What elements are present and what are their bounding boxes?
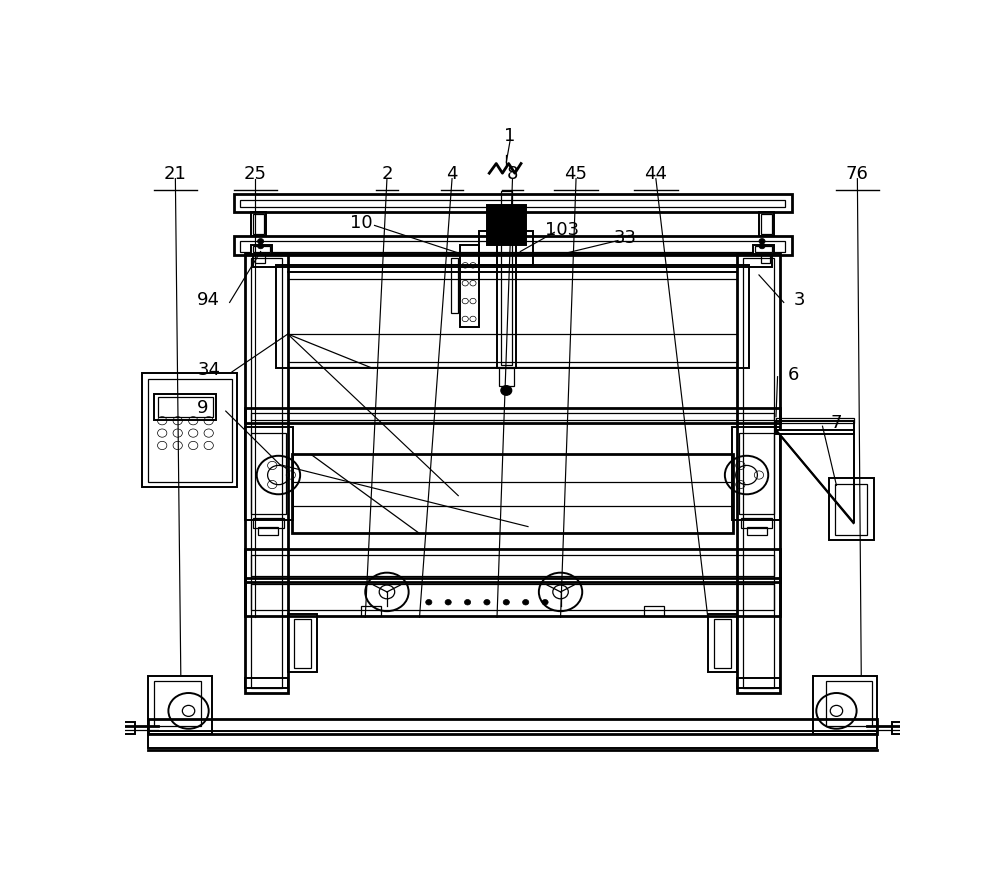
Bar <box>253 518 284 528</box>
Text: 9: 9 <box>197 399 208 417</box>
Text: 33: 33 <box>613 229 636 246</box>
Bar <box>776 421 854 434</box>
Bar <box>255 255 264 263</box>
Circle shape <box>445 599 451 605</box>
Text: 76: 76 <box>846 165 869 183</box>
Text: 1: 1 <box>504 127 516 145</box>
Bar <box>258 527 278 535</box>
Bar <box>450 258 458 313</box>
Bar <box>292 455 733 533</box>
Bar <box>739 433 774 514</box>
Bar <box>121 722 135 734</box>
Circle shape <box>464 599 471 605</box>
Bar <box>251 584 774 611</box>
Bar <box>835 484 867 535</box>
Text: 3: 3 <box>794 291 805 309</box>
Text: 21: 21 <box>164 165 187 183</box>
Bar <box>148 379 232 482</box>
Bar <box>737 253 780 693</box>
Bar <box>487 204 526 245</box>
Bar <box>499 369 514 386</box>
Bar <box>251 212 266 236</box>
Bar <box>460 245 479 327</box>
Bar <box>253 255 772 267</box>
Text: 25: 25 <box>244 165 267 183</box>
Bar <box>761 255 770 263</box>
Bar <box>759 212 774 236</box>
Bar <box>714 620 731 668</box>
Bar <box>148 676 212 734</box>
Circle shape <box>484 599 490 605</box>
Circle shape <box>542 599 548 605</box>
Bar <box>240 241 785 252</box>
Bar <box>245 408 780 423</box>
Bar <box>158 396 213 417</box>
Bar <box>708 613 737 672</box>
Bar <box>142 373 237 487</box>
Bar <box>245 678 288 689</box>
Bar <box>154 681 201 726</box>
Bar <box>240 200 785 207</box>
Bar <box>737 678 780 689</box>
Circle shape <box>759 238 765 244</box>
Bar <box>892 722 906 734</box>
Text: 103: 103 <box>545 221 579 238</box>
Bar <box>479 231 533 265</box>
Circle shape <box>258 243 264 249</box>
Bar <box>644 605 664 616</box>
Circle shape <box>759 243 765 249</box>
Bar <box>253 214 264 234</box>
Polygon shape <box>776 430 854 523</box>
Bar <box>245 427 293 520</box>
Text: 2: 2 <box>381 165 393 183</box>
Bar <box>747 527 767 535</box>
Bar <box>245 548 780 581</box>
Bar <box>253 246 270 252</box>
Bar <box>251 555 774 576</box>
Bar <box>245 253 288 693</box>
Text: 34: 34 <box>197 361 220 379</box>
Circle shape <box>503 599 509 605</box>
Bar <box>245 578 780 616</box>
Bar <box>829 479 874 540</box>
Bar <box>148 730 877 748</box>
Bar <box>288 613 317 672</box>
Bar <box>234 195 792 212</box>
Text: 8: 8 <box>507 165 518 183</box>
Bar <box>251 433 286 514</box>
Circle shape <box>426 599 432 605</box>
Bar <box>826 681 872 726</box>
Bar <box>776 418 854 423</box>
Bar <box>251 245 272 255</box>
Text: 4: 4 <box>446 165 458 183</box>
Bar <box>497 221 516 369</box>
Bar <box>741 518 772 528</box>
Text: 10: 10 <box>350 213 373 231</box>
Bar <box>276 265 749 369</box>
Text: 94: 94 <box>197 291 220 309</box>
Bar <box>251 258 282 689</box>
Bar <box>732 427 780 520</box>
Bar <box>251 413 774 420</box>
Bar <box>755 246 772 252</box>
Bar <box>743 258 774 689</box>
Circle shape <box>258 238 264 244</box>
Bar <box>361 605 381 616</box>
Bar <box>813 676 877 734</box>
Text: 6: 6 <box>787 366 799 384</box>
Circle shape <box>501 386 512 396</box>
Text: 45: 45 <box>565 165 588 183</box>
Circle shape <box>523 599 529 605</box>
Bar <box>294 620 311 668</box>
Bar <box>148 719 877 734</box>
Bar <box>753 245 774 255</box>
Bar <box>501 191 512 204</box>
Text: 7: 7 <box>831 414 842 432</box>
Bar <box>234 236 792 255</box>
Bar <box>501 228 512 365</box>
Text: 44: 44 <box>644 165 667 183</box>
Bar <box>761 214 772 234</box>
Bar <box>154 394 216 420</box>
